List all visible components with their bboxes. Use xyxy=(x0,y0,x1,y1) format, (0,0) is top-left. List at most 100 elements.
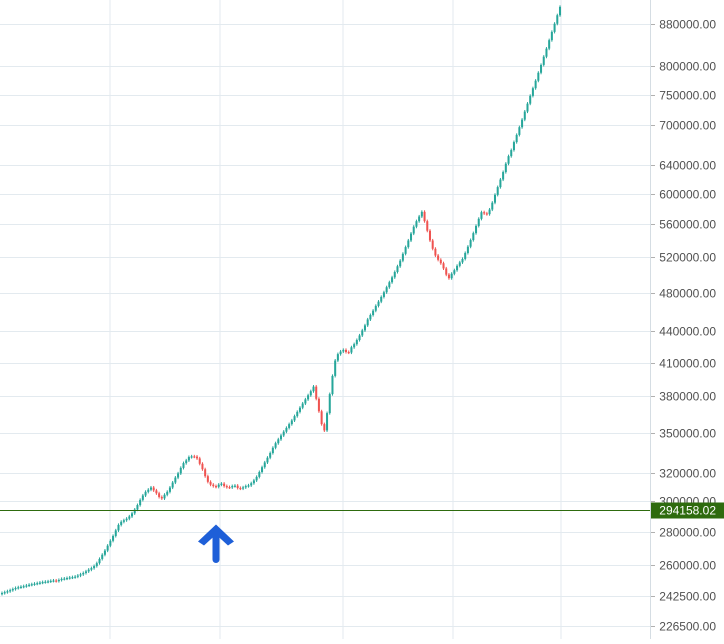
candle-body xyxy=(187,457,190,461)
candle-body xyxy=(372,310,375,316)
candle-body xyxy=(458,262,461,266)
candle-body xyxy=(437,255,440,260)
candle-body xyxy=(168,487,171,492)
candle-body xyxy=(82,572,85,575)
y-axis-tick-label: 480000.00 xyxy=(659,287,716,301)
candle-body xyxy=(377,301,380,306)
candle-body xyxy=(369,315,372,320)
candle-body xyxy=(177,473,180,478)
arrow-up-marker-icon[interactable] xyxy=(197,524,234,546)
candle-body xyxy=(423,211,426,222)
y-axis-tick-label: 280000.00 xyxy=(659,526,716,540)
candle-body xyxy=(542,56,545,65)
candle-body xyxy=(393,271,396,278)
candle-body xyxy=(155,490,158,494)
candle-body xyxy=(79,574,82,576)
candle-body xyxy=(355,340,358,345)
candle-body xyxy=(242,487,245,489)
candle-body xyxy=(401,253,404,261)
candle-body xyxy=(147,489,150,492)
candle-body xyxy=(44,581,47,583)
candle-body xyxy=(217,484,220,487)
candle-body xyxy=(0,593,4,595)
candle-body xyxy=(531,88,534,96)
candle-body xyxy=(391,277,394,283)
candle-body xyxy=(410,233,413,241)
candle-body xyxy=(480,212,483,219)
candle-body xyxy=(434,248,437,256)
candle-body xyxy=(469,240,472,247)
candle-body xyxy=(277,439,280,444)
candle-body xyxy=(553,23,556,32)
candle-body xyxy=(382,292,385,297)
candle-body xyxy=(28,584,31,586)
candle-body xyxy=(339,351,342,355)
candle-body xyxy=(30,584,33,586)
candle-body xyxy=(22,586,25,588)
candle-body xyxy=(464,252,467,259)
candle-body xyxy=(228,487,231,489)
candle-body xyxy=(385,287,388,293)
candle-body xyxy=(301,403,304,408)
candle-body xyxy=(388,282,391,288)
candle-body xyxy=(488,209,491,215)
candle-body xyxy=(323,424,326,431)
candle-body xyxy=(106,545,109,551)
candle-body xyxy=(529,95,532,104)
candle-body xyxy=(71,577,74,579)
candle-body xyxy=(196,456,199,459)
candle-body xyxy=(144,491,147,496)
candle-body xyxy=(128,516,131,519)
candle-body xyxy=(84,571,87,573)
candle-body xyxy=(120,521,123,525)
candle-body xyxy=(361,330,364,336)
candle-body xyxy=(198,458,201,464)
candle-body xyxy=(418,216,421,222)
candle-body xyxy=(41,582,44,584)
candle-body xyxy=(450,273,453,279)
y-axis-tick-label: 560000.00 xyxy=(659,218,716,232)
candle-body xyxy=(60,578,63,581)
y-axis-tick-label: 410000.00 xyxy=(659,357,716,371)
candle-body xyxy=(90,568,93,570)
candle-body xyxy=(475,225,478,234)
candle-body xyxy=(95,563,98,567)
y-axis-tick-label: 640000.00 xyxy=(659,159,716,173)
candle-body xyxy=(261,467,264,473)
candle-body xyxy=(466,246,469,253)
candle-body xyxy=(263,462,266,468)
candle-body xyxy=(523,111,526,120)
candle-body xyxy=(17,587,20,589)
candle-body xyxy=(293,416,296,421)
candle-body xyxy=(3,592,6,594)
candle-body xyxy=(63,578,66,580)
candle-body xyxy=(209,481,212,485)
candle-body xyxy=(212,484,215,487)
candle-body xyxy=(65,578,69,580)
candle-body xyxy=(231,486,234,488)
candle-body xyxy=(244,486,247,488)
candle-body xyxy=(160,496,163,499)
candle-body xyxy=(258,472,261,477)
candle-body xyxy=(25,585,28,587)
candle-body xyxy=(125,518,128,521)
candle-body xyxy=(149,487,152,490)
candle-body xyxy=(163,494,166,499)
candle-body xyxy=(49,580,52,583)
candle-body xyxy=(431,240,434,249)
y-axis-tick-label: 226500.00 xyxy=(659,620,716,634)
candle-body xyxy=(57,579,60,582)
candle-body xyxy=(271,447,274,454)
candle-body xyxy=(255,476,258,481)
candle-body xyxy=(55,580,58,582)
y-axis-tick-label: 700000.00 xyxy=(659,119,716,133)
candle-body xyxy=(223,483,226,487)
y-axis-tick-label: 320000.00 xyxy=(659,467,716,481)
candle-body xyxy=(214,486,218,488)
candle-body xyxy=(98,558,101,564)
y-axis-tick-label: 880000.00 xyxy=(659,18,716,32)
candle-body xyxy=(315,386,318,399)
candle-body xyxy=(109,540,112,546)
candle-body xyxy=(493,194,497,203)
